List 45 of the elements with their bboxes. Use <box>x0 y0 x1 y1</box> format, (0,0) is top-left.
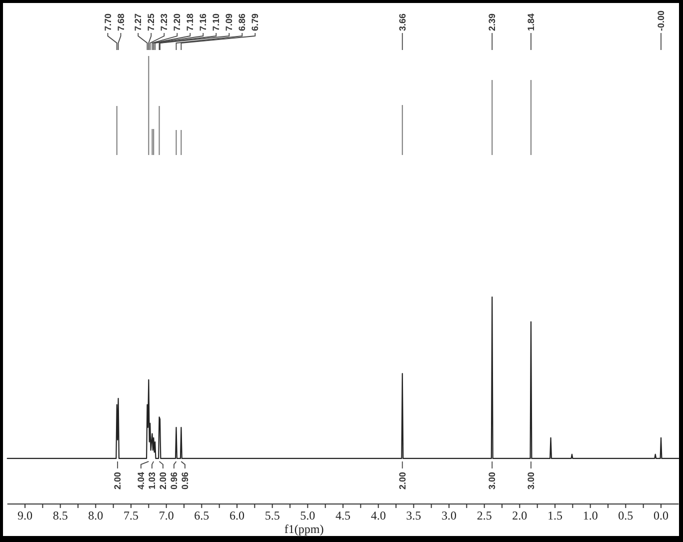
annotation: 3.00 <box>487 472 498 490</box>
annotation: 2.00 <box>112 472 123 490</box>
annotation: 7.09 <box>224 13 234 31</box>
x-tick-label: 7.0 <box>158 508 174 523</box>
x-tick-label: 6.5 <box>194 508 210 523</box>
annotation: 6.86 <box>237 13 248 31</box>
annotation: 1.03 <box>146 472 157 490</box>
annotation: -0.00 <box>656 10 666 31</box>
x-tick-label: 7.5 <box>124 508 138 523</box>
x-tick-label: 0.5 <box>618 508 634 523</box>
x-tick-label: 3.0 <box>442 508 456 523</box>
annotation: 0.96 <box>180 472 190 490</box>
annotation: 7.10 <box>211 13 222 31</box>
x-tick-label: 4.0 <box>370 508 386 523</box>
annotation: 2.00 <box>158 472 168 490</box>
x-tick-label: 8.0 <box>88 508 104 523</box>
x-tick-label: 4.5 <box>336 508 350 523</box>
annotation: 7.20 <box>172 13 182 31</box>
annotation: 1.84 <box>526 13 536 31</box>
annotation: 7.16 <box>198 13 208 31</box>
x-tick-label: 8.5 <box>52 508 68 523</box>
x-tick-label: 5.5 <box>264 508 280 523</box>
x-tick-label: 1.0 <box>582 508 598 523</box>
x-tick-label: 6.0 <box>230 508 244 523</box>
annotation: 3.66 <box>397 13 408 31</box>
x-tick-label: 3.5 <box>406 508 422 523</box>
annotation: 7.27 <box>133 13 144 31</box>
annotation: 2.00 <box>397 472 408 490</box>
annotation: 0.96 <box>168 472 179 490</box>
x-axis-title: f1(ppm) <box>284 522 324 536</box>
x-tick-label: 2.5 <box>476 508 492 523</box>
x-tick-label: 2.0 <box>512 508 528 523</box>
annotation: 7.23 <box>159 13 170 31</box>
annotation: 7.68 <box>116 13 126 31</box>
x-tick-label: 1.5 <box>548 508 562 523</box>
annotation: 7.70 <box>102 13 113 31</box>
x-tick-label: 0.0 <box>654 508 669 523</box>
x-tick-label: 5.0 <box>300 508 316 523</box>
annotation: 6.79 <box>250 13 260 31</box>
annotation: 4.04 <box>136 472 146 490</box>
x-tick-label: 9.0 <box>17 508 32 523</box>
annotation: 2.39 <box>487 13 498 31</box>
annotation: 7.25 <box>146 13 156 31</box>
annotation: 7.18 <box>185 13 196 31</box>
annotation: 3.00 <box>526 472 536 490</box>
